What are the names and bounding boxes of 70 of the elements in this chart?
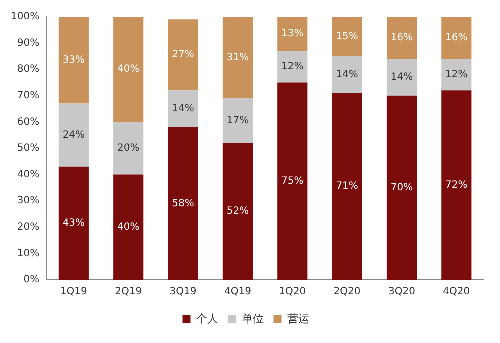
x-tick-label: 4Q20 — [443, 286, 470, 298]
bar — [168, 20, 198, 91]
data-label: 12% — [282, 62, 304, 73]
bar — [114, 174, 144, 280]
data-label: 31% — [226, 52, 250, 64]
bar — [278, 51, 308, 83]
data-label: 75% — [282, 176, 304, 187]
bar — [168, 127, 198, 280]
data-label: 24% — [62, 130, 86, 141]
data-label: 14% — [336, 69, 358, 80]
legend-label: 个人 — [196, 312, 218, 326]
bar — [332, 93, 362, 280]
data-label: 71% — [336, 181, 358, 192]
y-tick-label: 90% — [17, 38, 40, 49]
x-tick-label: 2Q19 — [115, 286, 142, 298]
y-tick-label: 0% — [24, 274, 40, 286]
data-label: 40% — [117, 64, 140, 76]
bar — [58, 166, 89, 280]
x-tick-label: 3Q20 — [388, 286, 416, 298]
bar — [114, 17, 144, 122]
data-label: 33% — [62, 54, 86, 66]
y-tick-label: 50% — [17, 143, 40, 154]
data-label: 17% — [226, 115, 250, 126]
data-label: 15% — [336, 31, 358, 42]
bar — [332, 17, 362, 56]
bar — [442, 59, 472, 91]
x-tick-label: 1Q19 — [60, 286, 88, 298]
data-label: 43% — [62, 218, 86, 230]
bar — [222, 17, 253, 99]
x-tick-label: 4Q19 — [224, 286, 252, 298]
bar — [386, 59, 418, 96]
bar — [278, 82, 308, 280]
y-tick-label: 40% — [17, 169, 40, 180]
bar — [222, 143, 253, 280]
y-tick-label: 30% — [17, 196, 40, 207]
data-label: 14% — [390, 72, 414, 84]
x-tick-label: 2Q20 — [334, 286, 361, 298]
data-label: 20% — [117, 143, 140, 154]
data-label: 12% — [446, 69, 468, 80]
data-label: 16% — [390, 32, 414, 44]
y-tick-label: 100% — [10, 12, 40, 23]
data-label: 72% — [446, 180, 468, 191]
data-label: 40% — [117, 222, 140, 233]
bar — [58, 104, 89, 167]
bar — [58, 17, 89, 104]
x-tick-label: 3Q19 — [170, 286, 197, 298]
data-label: 14% — [172, 104, 194, 115]
bar — [278, 17, 308, 52]
data-label: 27% — [172, 50, 194, 61]
data-label: 52% — [226, 206, 250, 218]
y-tick-label: 10% — [17, 248, 40, 260]
y-tick-label: 70% — [17, 90, 40, 102]
y-tick-label: 20% — [17, 222, 40, 233]
data-label: 58% — [172, 198, 194, 210]
bar — [442, 90, 472, 280]
bar — [168, 90, 198, 128]
data-label: 13% — [282, 28, 304, 40]
y-tick-label: 60% — [17, 116, 40, 128]
bar — [442, 17, 472, 60]
y-tick-label: 80% — [17, 64, 40, 76]
legend-label: 营运 — [287, 312, 310, 326]
x-tick-label: 1Q20 — [279, 286, 306, 298]
data-label: 16% — [446, 32, 468, 44]
bar — [114, 122, 144, 175]
data-label: 70% — [390, 182, 414, 194]
bar — [386, 96, 418, 280]
bar — [386, 17, 418, 60]
bar — [332, 56, 362, 94]
bar — [222, 98, 253, 144]
legend-label: 单位 — [242, 312, 264, 326]
